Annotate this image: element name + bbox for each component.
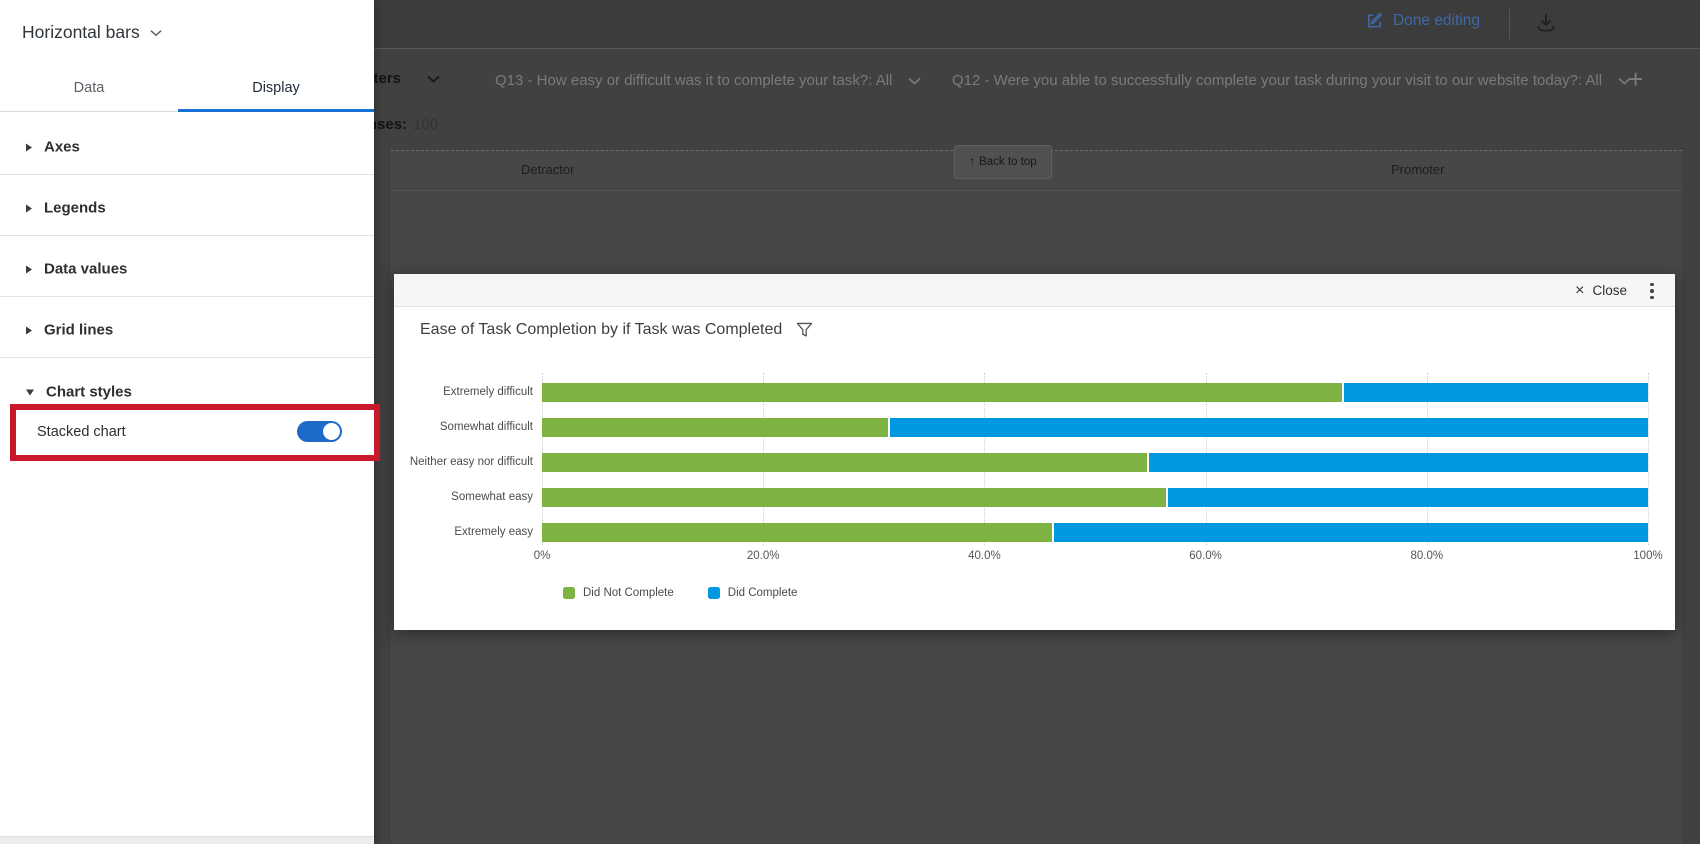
bar-row: Extremely easy: [454, 523, 1648, 542]
legend-swatch: [707, 587, 720, 599]
tab-display[interactable]: Display: [252, 80, 300, 96]
chart-legend: Did Not Complete Did Complete: [563, 587, 797, 599]
section-data-values[interactable]: Data values: [26, 261, 127, 278]
x-tick-label: 20.0%: [746, 550, 780, 562]
bar-segment-did-complete[interactable]: [1053, 523, 1648, 542]
close-icon: ×: [1575, 281, 1585, 299]
filter-q12[interactable]: Q12 - Were you able to successfully comp…: [952, 72, 1631, 89]
close-label: Close: [1592, 283, 1627, 298]
gridline: [1648, 373, 1649, 545]
column-header-detractor: Detractor: [521, 162, 575, 177]
legend-item-did-complete[interactable]: Did Complete: [707, 587, 798, 599]
filter-funnel-icon[interactable]: [796, 322, 813, 338]
modal-header: × Close: [394, 274, 1675, 307]
chart-title-row: Ease of Task Completion by if Task was C…: [420, 321, 813, 339]
section-axes[interactable]: Axes: [26, 139, 80, 156]
sidebar-scrollbar-track[interactable]: [0, 836, 374, 844]
legend-swatch: [563, 587, 575, 599]
category-label: Somewhat difficult: [439, 421, 533, 433]
back-to-top-button[interactable]: ↑ Back to top: [954, 145, 1052, 179]
category-label: Somewhat easy: [451, 491, 533, 503]
section-label: Legends: [44, 199, 106, 217]
section-legends[interactable]: Legends: [26, 200, 106, 217]
chevron-down-icon: [1618, 77, 1631, 85]
tab-data[interactable]: Data: [73, 80, 105, 96]
section-label: Grid lines: [44, 321, 114, 339]
filter-q13-label: Q13 - How easy or difficult was it to co…: [495, 72, 893, 89]
back-to-top-label: Back to top: [979, 156, 1037, 168]
caret-right-icon: [26, 204, 32, 212]
stacked-chart-label: Stacked chart: [37, 424, 126, 440]
chart-plot-area: Extremely difficult Somewhat difficult Nei…: [410, 373, 1649, 545]
done-editing-button[interactable]: Done editing: [1365, 11, 1480, 30]
category-label: Extremely easy: [454, 526, 533, 538]
section-grid-lines[interactable]: Grid lines: [26, 322, 113, 339]
toolbar-divider: [1509, 9, 1510, 39]
section-label: Chart styles: [46, 383, 132, 401]
bar-segment-did-complete[interactable]: [1343, 383, 1648, 402]
divider: [0, 357, 374, 358]
table-header-row: Detractor Promoter ↑ Back to top: [391, 145, 1682, 191]
bar-segment-did-not-complete[interactable]: [542, 418, 889, 437]
bar-segment-did-complete[interactable]: [1149, 453, 1648, 472]
active-tab-indicator: [178, 109, 374, 112]
bar-row: Somewhat easy: [451, 488, 1648, 507]
chevron-down-icon: [427, 75, 440, 83]
filter-q13[interactable]: Q13 - How easy or difficult was it to co…: [495, 72, 921, 89]
legend-label: Did Complete: [727, 587, 798, 599]
chart-settings-sidebar: Horizontal bars Data Display Axes Legend…: [0, 0, 374, 844]
x-tick-label: 80.0%: [1410, 550, 1444, 562]
filter-q12-label: Q12 - Were you able to successfully comp…: [952, 72, 1603, 89]
bar-segment-did-not-complete[interactable]: [542, 488, 1166, 507]
bar-row: Extremely difficult: [443, 383, 1648, 402]
download-icon[interactable]: [1534, 11, 1560, 37]
legend-label: Did Not Complete: [583, 587, 674, 599]
chart-type-label: Horizontal bars: [22, 22, 140, 42]
responses-value: 100: [413, 116, 439, 133]
x-tick-label: 60.0%: [1189, 550, 1222, 562]
stacked-chart-toggle[interactable]: [297, 421, 342, 442]
bar-segment-did-not-complete[interactable]: [542, 453, 1148, 472]
column-header-promoter: Promoter: [1391, 162, 1445, 177]
x-tick-label: 100%: [1633, 550, 1663, 562]
category-label: Neither easy nor difficult: [409, 456, 533, 468]
divider: [0, 235, 374, 236]
add-filter-button[interactable]: +: [1628, 64, 1644, 94]
done-editing-label: Done editing: [1392, 11, 1480, 29]
chart-x-axis: 0% 20.0% 40.0% 60.0% 80.0% 100%: [534, 550, 1663, 566]
chart-title: Ease of Task Completion by if Task was C…: [420, 321, 783, 338]
section-label: Axes: [44, 138, 80, 156]
sidebar-tabs: Data Display: [0, 64, 374, 112]
chart-type-selector[interactable]: Horizontal bars: [22, 22, 162, 43]
bar-segment-did-not-complete[interactable]: [542, 523, 1052, 542]
bar-segment-did-complete[interactable]: [890, 418, 1648, 437]
bar-row: Somewhat difficult: [440, 418, 1648, 437]
close-button[interactable]: × Close: [1575, 274, 1627, 307]
bar-segment-did-not-complete[interactable]: [542, 383, 1342, 402]
chart-preview-modal: × Close Ease of Task Completion by if Ta…: [394, 274, 1675, 630]
x-tick-label: 0%: [533, 550, 551, 562]
kebab-menu-icon[interactable]: [1643, 281, 1661, 301]
chevron-down-icon: [150, 29, 162, 37]
section-chart-styles[interactable]: Chart styles: [26, 384, 132, 401]
toggle-knob: [323, 423, 340, 440]
edit-pencil-icon: [1365, 11, 1384, 30]
caret-right-icon: [26, 265, 32, 273]
bar-segment-did-complete[interactable]: [1167, 488, 1648, 507]
section-label: Data values: [44, 260, 128, 278]
category-label: Extremely difficult: [443, 386, 533, 398]
bar-row: Neither easy nor difficult: [410, 453, 1648, 472]
stacked-chart-setting: Stacked chart: [0, 404, 374, 460]
arrow-up-icon: ↑: [969, 156, 976, 168]
x-tick-label: 40.0%: [968, 550, 1001, 562]
caret-down-icon: [26, 389, 34, 395]
chevron-down-icon: [908, 77, 921, 85]
caret-right-icon: [26, 143, 32, 151]
divider: [0, 174, 374, 175]
divider: [0, 296, 374, 297]
caret-right-icon: [26, 326, 32, 334]
legend-item-did-not-complete[interactable]: Did Not Complete: [563, 587, 674, 599]
